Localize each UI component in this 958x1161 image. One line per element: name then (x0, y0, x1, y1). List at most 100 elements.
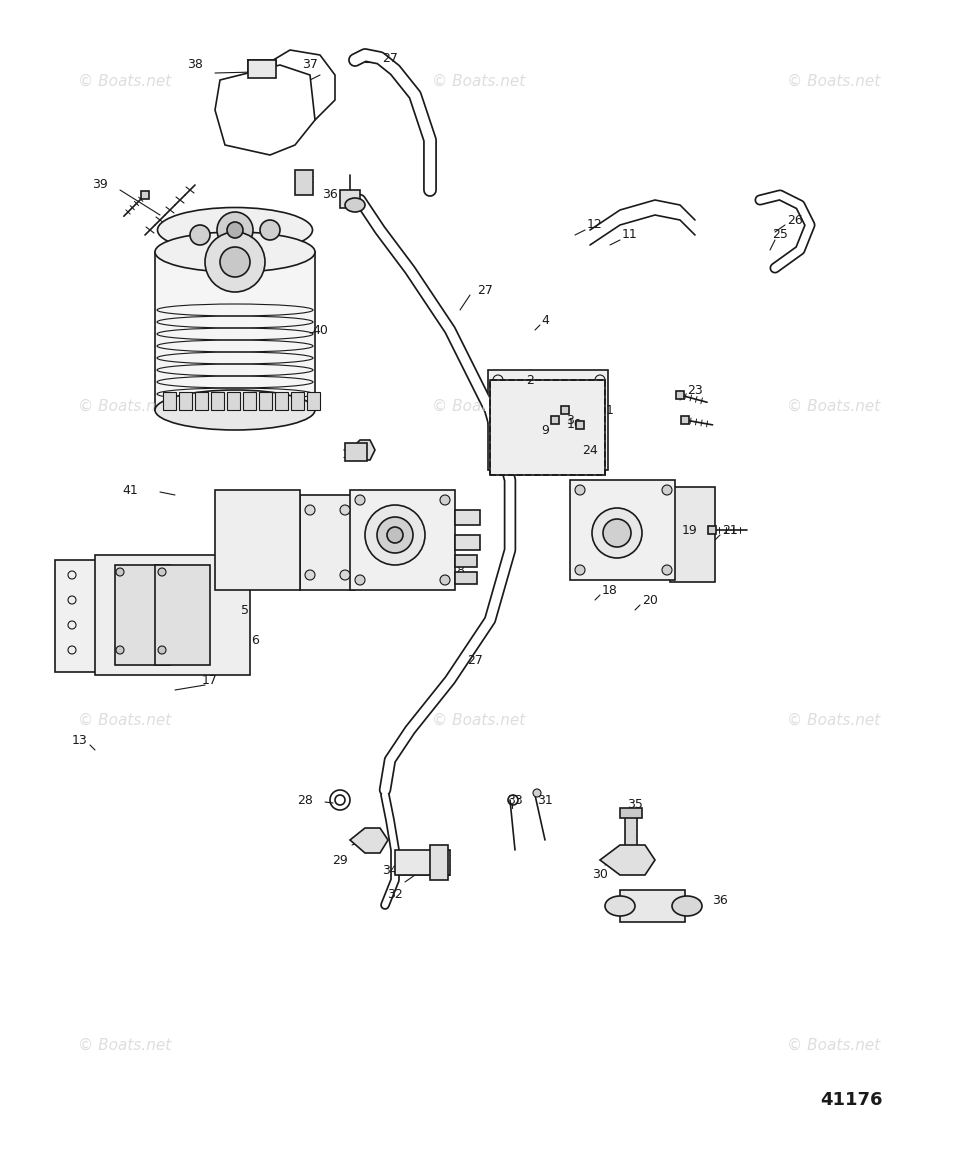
Bar (243, 392, 256, 410)
Text: © Boats.net: © Boats.net (78, 713, 171, 727)
Ellipse shape (605, 896, 635, 916)
Bar (551, 416, 559, 424)
Circle shape (158, 646, 166, 654)
Text: 26: 26 (787, 214, 803, 226)
Text: 38: 38 (187, 58, 203, 72)
Circle shape (440, 575, 450, 585)
Circle shape (220, 247, 250, 277)
Bar (455, 535, 480, 550)
Bar (708, 526, 716, 534)
Text: 2: 2 (526, 374, 534, 387)
Circle shape (533, 789, 541, 796)
Bar (430, 845, 448, 880)
Text: © Boats.net: © Boats.net (787, 1038, 880, 1052)
Bar (490, 380, 605, 475)
Text: 28: 28 (297, 793, 313, 807)
Bar (620, 890, 685, 922)
Text: 11: 11 (622, 229, 638, 241)
Bar (490, 380, 605, 475)
Text: 29: 29 (332, 853, 348, 866)
Bar (670, 486, 715, 582)
Bar (570, 479, 675, 580)
Ellipse shape (672, 896, 702, 916)
Text: 5: 5 (241, 604, 249, 616)
Circle shape (340, 570, 350, 580)
Text: 32: 32 (387, 888, 403, 901)
Text: 30: 30 (592, 868, 608, 881)
Circle shape (305, 570, 315, 580)
Text: 24: 24 (582, 444, 598, 456)
Circle shape (377, 517, 413, 553)
Circle shape (662, 485, 672, 495)
Text: © Boats.net: © Boats.net (787, 74, 880, 88)
Bar (455, 510, 480, 525)
Bar (625, 810, 637, 854)
Bar (350, 490, 455, 590)
Bar (681, 416, 689, 424)
Text: 27: 27 (477, 283, 493, 296)
Bar (141, 192, 149, 199)
Bar (307, 392, 320, 410)
Text: 34: 34 (382, 864, 398, 877)
Bar (275, 392, 288, 410)
Text: © Boats.net: © Boats.net (787, 713, 880, 727)
Bar (95, 555, 250, 675)
Circle shape (575, 485, 585, 495)
Text: 20: 20 (642, 593, 658, 606)
Circle shape (603, 519, 631, 547)
Circle shape (158, 568, 166, 576)
Text: 25: 25 (772, 229, 787, 241)
Bar (115, 565, 170, 665)
Text: 27: 27 (468, 654, 483, 666)
Circle shape (355, 495, 365, 505)
Text: 3: 3 (566, 413, 574, 426)
Text: © Boats.net: © Boats.net (432, 399, 526, 413)
Text: 36: 36 (712, 894, 728, 907)
Text: 27: 27 (382, 51, 398, 65)
Circle shape (340, 505, 350, 515)
Ellipse shape (345, 199, 365, 212)
Bar (291, 392, 304, 410)
Text: 6: 6 (251, 634, 259, 647)
Bar (295, 170, 313, 195)
Text: 12: 12 (587, 218, 603, 231)
Circle shape (227, 222, 243, 238)
Circle shape (662, 565, 672, 575)
Circle shape (592, 509, 642, 558)
Text: 33: 33 (507, 793, 523, 807)
Text: 18: 18 (602, 584, 618, 597)
Bar (395, 850, 450, 875)
Text: 8: 8 (456, 563, 464, 577)
Bar (488, 370, 608, 470)
Text: 19: 19 (682, 524, 697, 536)
Bar (576, 421, 584, 430)
Bar (300, 495, 355, 590)
Text: 37: 37 (302, 58, 318, 72)
Circle shape (305, 505, 315, 515)
Circle shape (116, 646, 124, 654)
Text: 4: 4 (541, 313, 549, 326)
Bar (155, 252, 315, 410)
Text: 13: 13 (72, 734, 88, 747)
Text: 23: 23 (687, 383, 703, 397)
Text: 17: 17 (202, 673, 217, 686)
Bar (561, 406, 569, 414)
Circle shape (260, 219, 280, 240)
Bar (227, 392, 240, 410)
Bar (676, 391, 684, 399)
Text: © Boats.net: © Boats.net (78, 399, 171, 413)
Circle shape (217, 212, 253, 248)
Ellipse shape (155, 232, 315, 272)
Circle shape (205, 232, 265, 293)
Circle shape (440, 495, 450, 505)
Circle shape (116, 568, 124, 576)
Text: 1: 1 (606, 404, 614, 417)
Text: © Boats.net: © Boats.net (787, 399, 880, 413)
Text: 41: 41 (122, 483, 138, 497)
Text: 40: 40 (312, 324, 328, 337)
Text: 21: 21 (722, 524, 738, 536)
Circle shape (355, 575, 365, 585)
Bar (345, 444, 367, 461)
Polygon shape (600, 845, 655, 875)
Text: © Boats.net: © Boats.net (78, 1038, 171, 1052)
